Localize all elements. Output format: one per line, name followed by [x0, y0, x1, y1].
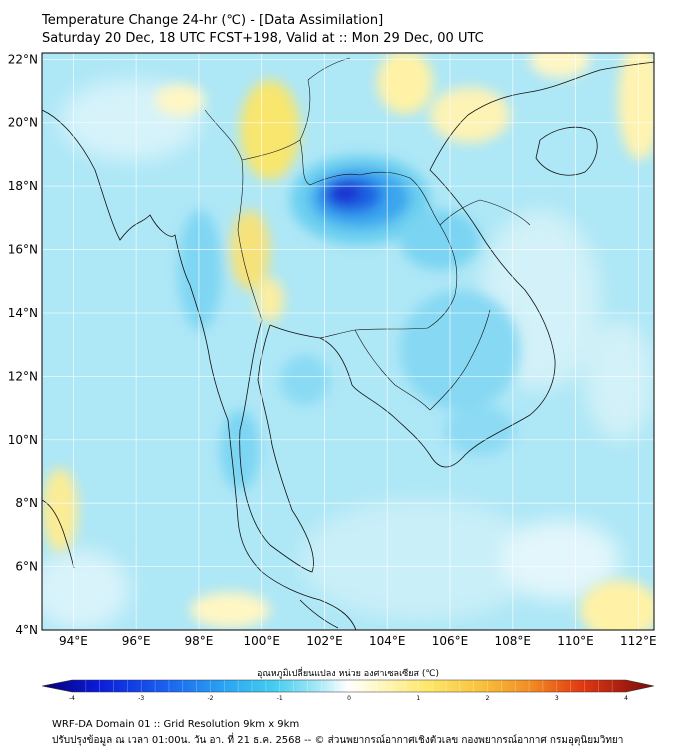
colorbar-ticks: -4 -3 -2 -1 0 1 2 3 4: [69, 695, 628, 702]
longitude-axis: 94°E 96°E 98°E 100°E 102°E 104°E 106°E 108°E 110…: [59, 634, 657, 648]
chart-title: Temperature Change 24-hr (℃) - [Data Ass…: [42, 13, 384, 28]
colorbar-tick-label: 3: [555, 695, 559, 702]
temperature-change-map: 22°N 20°N 18°N 16°N 14°N 12°N 10°N 8°N 6°N 4°N 94…: [8, 52, 657, 702]
temperature-field: [42, 53, 654, 630]
latitude-axis: 22°N 20°N 18°N 16°N 14°N 12°N 10°N 8°N 6°N 4°N: [8, 52, 38, 637]
lon-tick-label: 94°E: [59, 634, 88, 648]
plot-frame: [41, 52, 655, 631]
lon-tick-label: 112°E: [620, 634, 657, 648]
colorbar-separators: [85, 680, 613, 692]
colorbar-label: อุณหภูมิเปลี่ยนแปลง หน่วย องศาเซลเซียส (…: [257, 666, 439, 679]
graticule: [42, 53, 654, 630]
colorbar-tick-label: 4: [624, 695, 628, 702]
colorbar-tick-label: 0: [347, 695, 351, 702]
lon-tick-label: 96°E: [122, 634, 151, 648]
footer-model-info: WRF-DA Domain 01 :: Grid Resolution 9km …: [52, 719, 300, 730]
colorbar-tick-label: 2: [486, 695, 490, 702]
lon-tick-label: 102°E: [306, 634, 343, 648]
lon-tick-label: 104°E: [369, 634, 406, 648]
lat-tick-label: 14°N: [8, 306, 38, 320]
lon-tick-label: 108°E: [495, 634, 532, 648]
borders: [204, 57, 531, 411]
lat-tick-label: 8°N: [15, 496, 38, 510]
chart-subtitle: Saturday 20 Dec, 18 UTC FCST+198, Valid …: [42, 31, 484, 46]
lat-tick-label: 18°N: [8, 179, 38, 193]
lat-tick-label: 12°N: [8, 369, 38, 383]
colorbar: [41, 679, 655, 693]
lon-tick-label: 98°E: [184, 634, 213, 648]
lat-tick-label: 4°N: [15, 623, 38, 637]
footer-credit: ปรับปรุงข้อมูล ณ เวลา 01:00น. วัน อา. ที…: [52, 735, 624, 746]
colorbar-tick-label: -4: [69, 695, 75, 702]
lon-tick-label: 106°E: [432, 634, 469, 648]
colorbar-tick-label: 1: [416, 695, 420, 702]
lat-tick-label: 16°N: [8, 243, 38, 257]
lat-tick-label: 22°N: [8, 52, 38, 66]
lat-tick-label: 20°N: [8, 116, 38, 130]
lat-tick-label: 6°N: [15, 560, 38, 574]
colorbar-tick-label: -3: [138, 695, 144, 702]
colorbar-tick-label: -1: [277, 695, 283, 702]
lon-tick-label: 100°E: [243, 634, 280, 648]
lat-tick-label: 10°N: [8, 433, 38, 447]
lon-tick-label: 110°E: [557, 634, 594, 648]
colorbar-tick-label: -2: [208, 695, 214, 702]
